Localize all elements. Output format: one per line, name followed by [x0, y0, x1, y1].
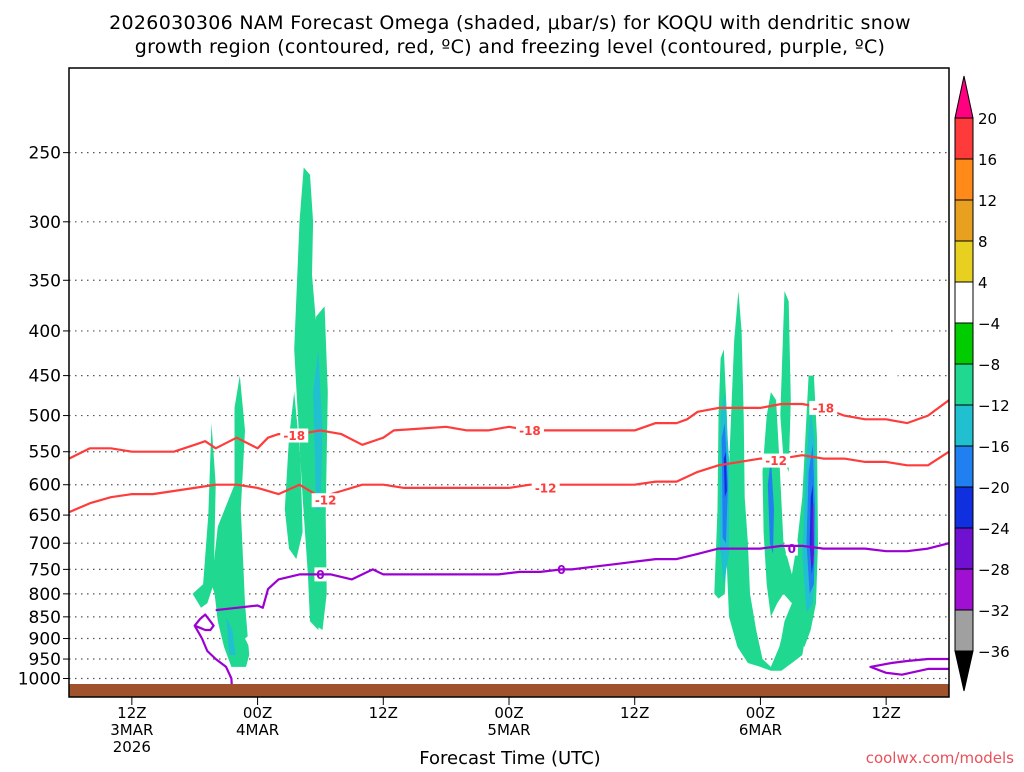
- y-tick-label-800: 800: [29, 585, 61, 605]
- y-tick-label-850: 850: [29, 608, 61, 628]
- y-tick-label-900: 900: [29, 630, 61, 650]
- colorbar-label-3: 8: [978, 233, 988, 251]
- y-tick-label-950: 950: [29, 650, 61, 670]
- contour-line-2: [193, 613, 234, 697]
- colorbar-swatch-10: [954, 486, 974, 529]
- y-tick-label-500: 500: [29, 407, 61, 427]
- colorbar-swatch-7: [954, 363, 974, 406]
- y-tick-label-600: 600: [29, 476, 61, 496]
- contour-label-0-2: -18: [812, 401, 834, 415]
- credit-text: coolwx.com/models: [866, 749, 1014, 767]
- colorbar-swatch-12: [954, 568, 974, 611]
- contour-label-0-1: -18: [519, 424, 541, 438]
- colorbar-legend: 20 16 12 8 4 −4 −8 −12 −16 −20 −24 −28 −32 −36: [954, 75, 1010, 692]
- omega-region-22: [890, 311, 900, 384]
- x-tick-label-0-0: 12Z: [117, 704, 146, 722]
- contour-label-2-2: 0: [788, 542, 796, 556]
- colorbar-label-10: −24: [978, 520, 1010, 538]
- y-tick-label-450: 450: [29, 367, 61, 387]
- colorbar-label-8: −16: [978, 438, 1010, 456]
- omega-region-19: [811, 503, 814, 565]
- omega-region-9: [780, 291, 791, 472]
- colorbar-label-6: −8: [978, 356, 1000, 374]
- y-tick-label-250: 250: [29, 144, 61, 164]
- y-tick-label-350: 350: [29, 271, 61, 291]
- colorbar-label-7: −12: [978, 397, 1010, 415]
- chart-title-line2: growth region (contoured, red, ºC) and f…: [135, 36, 886, 58]
- contour-label-bg-1-2: [762, 453, 791, 468]
- colorbar-bottom-arrow: [954, 650, 974, 692]
- omega-region-20: [245, 634, 261, 655]
- omega-region-15: [767, 458, 774, 554]
- x-tick-label-3-1: 5MAR: [487, 721, 530, 739]
- temperature-contours: -18 -18-18-12-12-120 00: [69, 399, 949, 697]
- x-tick-label-2-0: 12Z: [369, 704, 398, 722]
- contour-label-bg-1-0: [311, 493, 340, 508]
- x-tick-label-6-0: 12Z: [871, 704, 900, 722]
- y-tick-label-400: 400: [29, 322, 61, 342]
- y-tick-label-700: 700: [29, 534, 61, 554]
- contour-label-bg-1-1: [531, 480, 560, 495]
- x-tick-label-0-1: 3MAR: [110, 721, 153, 739]
- y-tick-label-1000: 1000: [18, 669, 61, 689]
- colorbar-swatch-3: [954, 199, 974, 242]
- omega-shading: [192, 167, 949, 671]
- colorbar-swatch-6: [954, 322, 974, 365]
- y-tick-label-550: 550: [29, 443, 61, 463]
- x-tick-label-5-1: 6MAR: [739, 721, 782, 739]
- omega-region-0: [192, 423, 216, 608]
- colorbar-label-2: 12: [978, 192, 997, 210]
- colorbar-label-0: 20: [978, 110, 997, 128]
- y-tick-label-750: 750: [29, 560, 61, 580]
- colorbar-label-11: −28: [978, 561, 1010, 579]
- omega-region-21: [371, 392, 378, 431]
- colorbar-swatch-8: [954, 404, 974, 447]
- colorbar-swatch-13: [954, 609, 974, 652]
- colorbar-swatch-1: [954, 117, 974, 160]
- omega-region-12: [313, 349, 323, 510]
- omega-region-1: [211, 375, 250, 667]
- omega-region-13: [226, 616, 236, 655]
- contour-label-1-2: -12: [765, 454, 787, 468]
- contour-label-bg-0-0: [280, 428, 309, 443]
- colorbar-swatch-2: [954, 158, 974, 201]
- colorbar-label-4: 4: [978, 274, 988, 292]
- colorbar-swatch-5: [954, 281, 974, 324]
- contour-line-6: [869, 657, 949, 676]
- x-tick-label-1-1: 4MAR: [236, 721, 279, 739]
- contour-label-1-1: -12: [535, 481, 557, 495]
- omega-region-23: [940, 340, 949, 485]
- colorbar-label-12: −32: [978, 602, 1010, 620]
- ground-terrain: [69, 684, 949, 697]
- chart-title-line1: 2026030306 NAM Forecast Omega (shaded, μ…: [109, 12, 911, 34]
- x-axis-label: Forecast Time (UTC): [419, 748, 600, 768]
- colorbar-label-1: 16: [978, 151, 997, 169]
- contour-label-bg-0-1: [515, 423, 544, 438]
- x-tick-label-0-2: 2026: [113, 738, 151, 756]
- contour-label-0-0: -18: [283, 429, 305, 443]
- x-tick-label-5-0: 00Z: [746, 704, 775, 722]
- colorbar-label-9: −20: [978, 479, 1010, 497]
- contour-label-1-0: -12: [315, 494, 337, 508]
- colorbar-top-arrow: [954, 75, 974, 119]
- colorbar-label-5: −4: [978, 315, 1000, 333]
- colorbar-swatch-4: [954, 240, 974, 283]
- y-tick-label-300: 300: [29, 213, 61, 233]
- y-tick-label-650: 650: [29, 506, 61, 526]
- contour-line-3: [215, 542, 949, 612]
- contour-line-1: [69, 450, 949, 514]
- x-tick-label-1-0: 00Z: [243, 704, 272, 722]
- colorbar-swatch-9: [954, 445, 974, 488]
- x-tick-label-3-0: 00Z: [494, 704, 523, 722]
- omega-region-7: [725, 291, 807, 671]
- colorbar-label-13: −36: [978, 643, 1010, 661]
- contour-line-0: [69, 399, 949, 460]
- y-axis-pressure: 2503003504004505005506006507007508008509…: [18, 144, 69, 689]
- colorbar-swatch-11: [954, 527, 974, 570]
- contour-label-bg-0-2: [809, 400, 838, 415]
- x-tick-label-4-0: 12Z: [620, 704, 649, 722]
